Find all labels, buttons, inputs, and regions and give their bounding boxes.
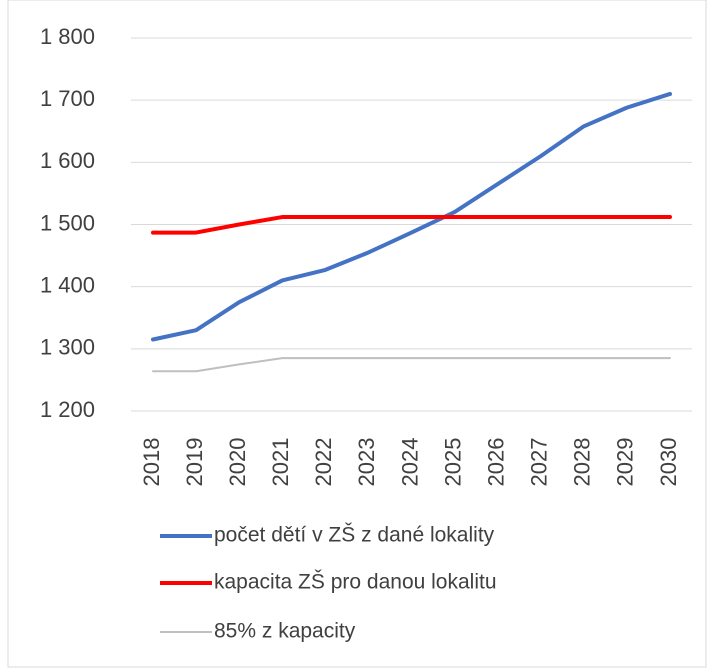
legend-label: kapacita ZŠ pro danou lokalitu: [214, 571, 497, 594]
y-tick-label: 1 600: [40, 148, 95, 173]
legend-label: 85% z kapacity: [214, 620, 356, 643]
x-tick-label: 2019: [182, 438, 207, 487]
x-tick-label: 2029: [613, 438, 638, 487]
x-tick-label: 2027: [527, 438, 552, 487]
x-tick-label: 2024: [397, 438, 422, 487]
x-tick-label: 2022: [311, 438, 336, 487]
x-tick-label: 2028: [570, 438, 595, 487]
x-tick-label: 2021: [268, 438, 293, 487]
chart-border: [7, 0, 707, 668]
x-tick-label: 2026: [483, 438, 508, 487]
y-tick-label: 1 500: [40, 210, 95, 235]
x-tick-label: 2020: [225, 438, 250, 487]
y-tick-label: 1 300: [40, 335, 95, 360]
x-tick-label: 2025: [440, 438, 465, 487]
x-tick-label: 2023: [354, 438, 379, 487]
series-line: [151, 215, 672, 235]
y-tick-label: 1 800: [40, 24, 95, 49]
y-tick-label: 1 200: [40, 397, 95, 422]
y-tick-label: 1 400: [40, 272, 95, 297]
x-tick-label: 2030: [656, 438, 681, 487]
legend-label: počet dětí v ZŠ z dané lokality: [214, 524, 495, 547]
y-tick-label: 1 700: [40, 86, 95, 111]
series-line: [151, 91, 672, 342]
series-line: [152, 357, 671, 373]
x-tick-label: 2018: [139, 438, 164, 487]
